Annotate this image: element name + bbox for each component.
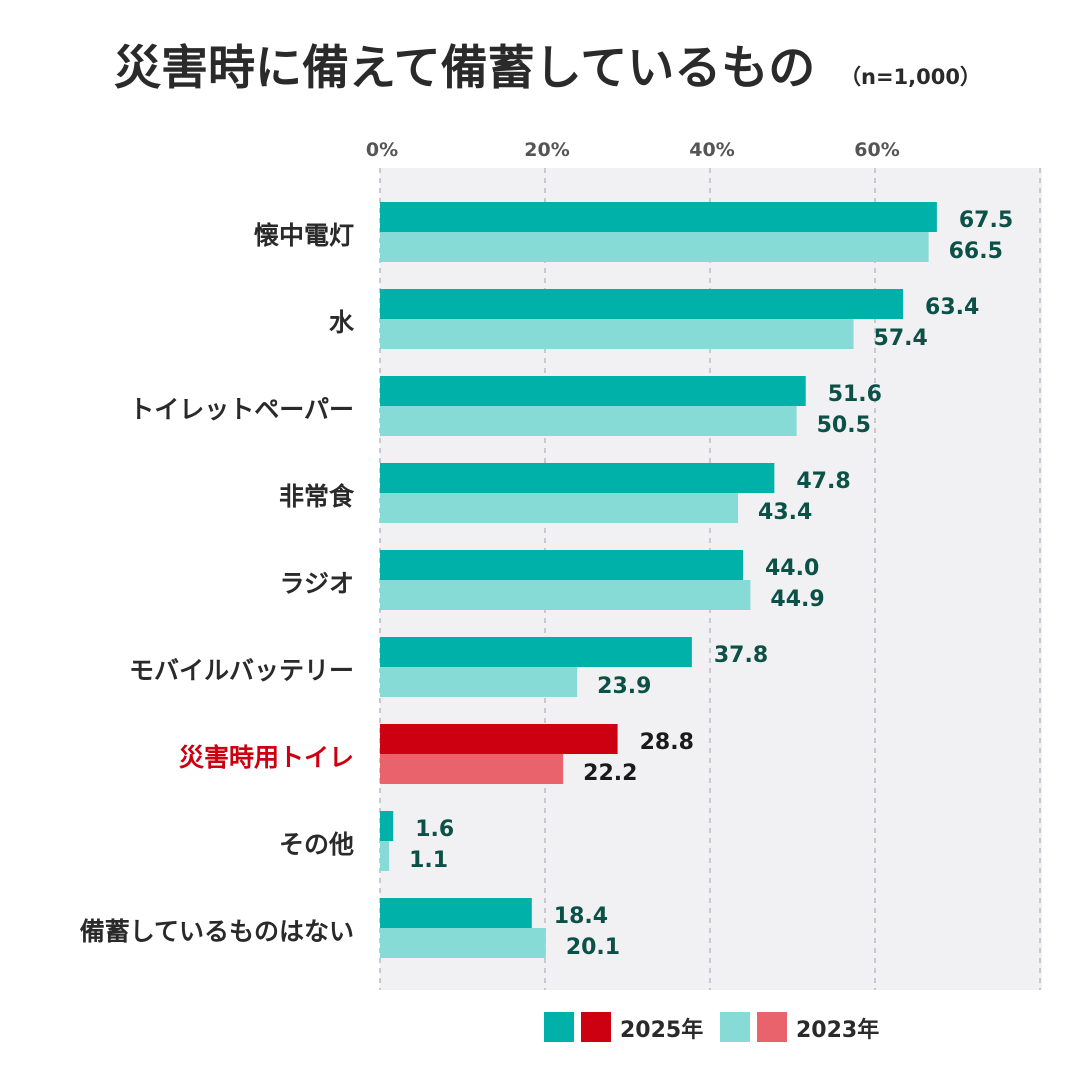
- bar-2023: [380, 754, 564, 784]
- bar-value-label-2025: 63.4: [925, 295, 979, 320]
- bar-value-label-2025: 51.6: [828, 382, 882, 407]
- bar-value-label-2023: 66.5: [949, 239, 1003, 264]
- bar-2023: [380, 319, 854, 349]
- legend-label-2023: 2023年: [796, 1017, 879, 1043]
- bar-2023: [380, 232, 929, 262]
- bar-2025: [380, 724, 618, 754]
- category-label: 備蓄しているものはない: [80, 917, 354, 946]
- category-label: 非常食: [279, 482, 355, 511]
- bar-value-label-2023: 1.1: [409, 848, 448, 873]
- legend-swatch-2025: [544, 1012, 574, 1042]
- bar-2025: [380, 376, 806, 406]
- bar-value-label-2023: 20.1: [566, 935, 620, 960]
- legend-swatch-2023: [720, 1012, 750, 1042]
- x-tick-label: 60%: [854, 139, 899, 161]
- bar-2025: [380, 637, 692, 667]
- chart-subtitle: （n=1,000）: [840, 65, 981, 89]
- bar-2023: [380, 493, 739, 523]
- bar-value-label-2025: 1.6: [415, 817, 454, 842]
- highlight-category-label: 災害時用トイレ: [179, 743, 354, 772]
- bar-2023: [380, 580, 751, 610]
- legend-label-2025: 2025年: [620, 1017, 703, 1043]
- bar-2023: [380, 841, 390, 871]
- bar-2025: [380, 898, 532, 928]
- bar-2025: [380, 811, 394, 841]
- legend-swatch-2025-highlight: [581, 1012, 611, 1042]
- bar-2025: [380, 550, 743, 580]
- category-label: ラジオ: [279, 569, 354, 598]
- bar-value-label-2023: 23.9: [597, 674, 651, 699]
- bar-value-label-2023: 22.2: [583, 761, 637, 786]
- category-label: 懐中電灯: [254, 221, 354, 250]
- category-label: その他: [279, 830, 354, 859]
- bar-value-label-2025: 67.5: [959, 208, 1013, 233]
- bar-value-label-2023: 57.4: [874, 326, 928, 351]
- bar-value-label-2025: 47.8: [796, 469, 850, 494]
- bar-value-label-2023: 43.4: [758, 500, 812, 525]
- category-label: モバイルバッテリー: [129, 656, 354, 685]
- bar-2023: [380, 928, 546, 958]
- bar-2025: [380, 202, 937, 232]
- bar-value-label-2025: 28.8: [640, 730, 694, 755]
- bar-value-label-2025: 44.0: [765, 556, 819, 581]
- legend-swatch-2023-highlight: [757, 1012, 787, 1042]
- x-tick-label: 40%: [689, 139, 734, 161]
- bar-2025: [380, 289, 904, 319]
- x-tick-label: 0%: [366, 139, 398, 161]
- bar-2023: [380, 406, 797, 436]
- category-label: トイレットペーパー: [129, 395, 354, 424]
- category-label: 水: [329, 308, 355, 337]
- x-tick-label: 20%: [524, 139, 569, 161]
- chart-title: 災害時に備えて備蓄しているもの: [114, 41, 815, 96]
- bar-value-label-2025: 37.8: [714, 643, 768, 668]
- bar-2023: [380, 667, 578, 697]
- bar-2025: [380, 463, 775, 493]
- bar-value-label-2023: 50.5: [817, 413, 871, 438]
- bar-value-label-2023: 44.9: [770, 587, 824, 612]
- bar-value-label-2025: 18.4: [554, 904, 608, 929]
